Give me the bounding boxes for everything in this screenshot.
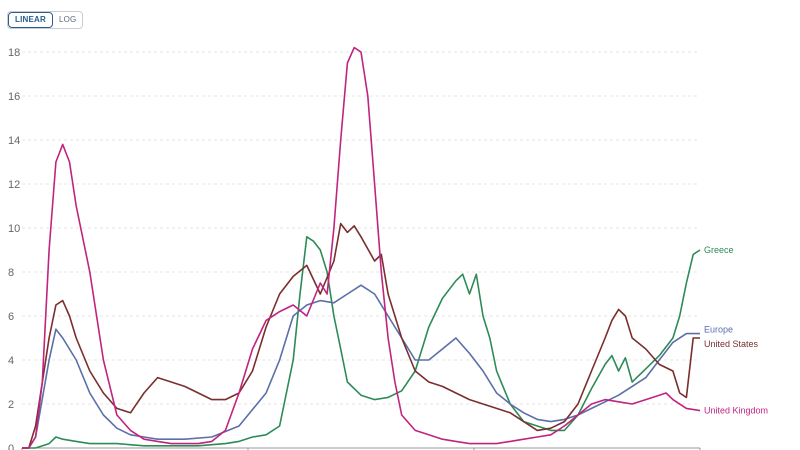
series-layer	[22, 46, 701, 449]
linear-scale-button[interactable]: LINEAR	[8, 12, 53, 28]
series-label-united-kingdom: United Kingdom	[704, 406, 768, 416]
series-line-united-kingdom[interactable]	[22, 46, 701, 449]
y-tick-label: 2	[8, 399, 14, 411]
y-axis: 0 2 4 6 8 10 12 14 16 18	[8, 47, 701, 450]
series-label-greece: Greece	[704, 245, 734, 255]
scale-toggle: LINEAR LOG	[7, 11, 84, 29]
series-labels: Greece Europe United States United Kingdom	[704, 245, 768, 416]
y-tick-label: 10	[8, 223, 20, 235]
y-tick-label: 18	[8, 47, 20, 59]
y-tick-label: 0	[8, 443, 14, 450]
series-label-united-states: United States	[704, 339, 759, 349]
y-tick-label: 6	[8, 311, 14, 323]
grid-layer	[22, 51, 700, 449]
y-tick-label: 4	[8, 355, 14, 367]
series-line-greece[interactable]	[22, 236, 701, 449]
y-tick-label: 12	[8, 179, 20, 191]
log-scale-button[interactable]: LOG	[58, 15, 77, 24]
series-line-united-states[interactable]	[22, 222, 700, 449]
y-tick-label: 16	[8, 91, 20, 103]
series-label-europe: Europe	[704, 325, 733, 335]
y-tick-label: 14	[8, 135, 20, 147]
series-line-europe[interactable]	[22, 284, 700, 449]
y-tick-label: 8	[8, 267, 14, 279]
